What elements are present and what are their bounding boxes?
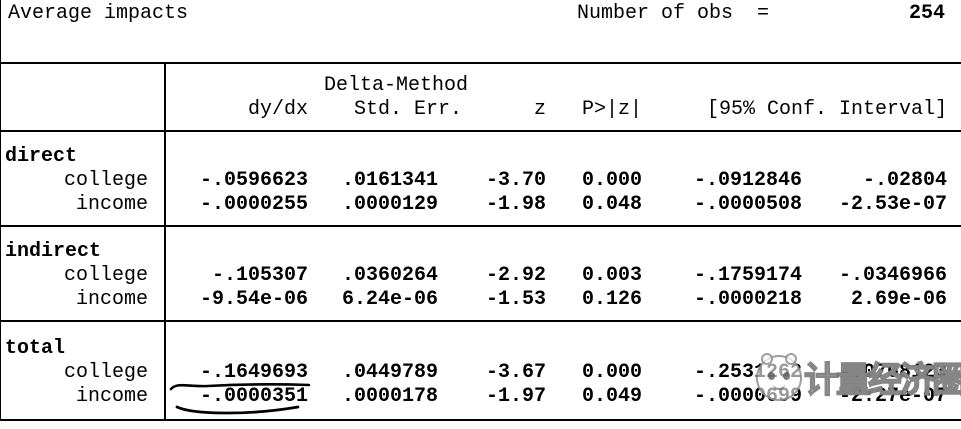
watermark: 计量经济圈 <box>756 352 961 403</box>
logo-eye <box>768 371 775 380</box>
table-row: income -.0000351 .0000178 -1.97 0.049 -.… <box>2 385 947 409</box>
p-value: 0.003 <box>581 264 642 287</box>
delta-method-header-row: Delta-Method <box>2 74 468 98</box>
ci-high-value: -2.27e-07 <box>838 385 947 408</box>
page-title: Average impacts <box>8 2 189 25</box>
dydx-value: -.1649693 <box>199 361 308 384</box>
ci-low-value: -.0000218 <box>693 288 802 311</box>
stderr-value: .0000129 <box>341 193 438 216</box>
p-value: 0.049 <box>581 385 642 408</box>
ci-high-value: 2.69e-06 <box>850 288 947 311</box>
stderr-value: .0000178 <box>341 385 438 408</box>
label-column-header <box>2 98 148 122</box>
section-header-total: total <box>2 337 162 361</box>
p-value: 0.126 <box>581 288 642 311</box>
p-value: 0.000 <box>581 361 642 384</box>
delta-method-label: Delta-Method <box>323 74 468 97</box>
column-header-row: dy/dx Std. Err. z P>|z| [95% Conf. Inter… <box>2 98 947 122</box>
table-row: income -.0000255 .0000129 -1.98 0.048 -.… <box>2 193 947 217</box>
ci-low-value: -.0000508 <box>693 193 802 216</box>
table-row: college -.0596623 .0161341 -3.70 0.000 -… <box>2 169 947 193</box>
dydx-value: -.0000255 <box>199 193 308 216</box>
stderr-value: .0360264 <box>341 264 438 287</box>
z-value: -1.97 <box>485 385 546 408</box>
obs-equals-sign: = <box>757 2 770 25</box>
section-name: total <box>5 337 66 360</box>
table-bottom-rule <box>0 419 961 421</box>
logo-mouth <box>773 384 785 390</box>
column-divider-rule <box>164 62 166 421</box>
z-value: -2.92 <box>485 264 546 287</box>
ci-high-value: -.0768123 <box>838 361 947 384</box>
col-header-z: z <box>533 98 546 121</box>
z-value: -1.53 <box>485 288 546 311</box>
ci-high-value: -.0346966 <box>838 264 947 287</box>
section-header-direct: direct <box>2 145 162 169</box>
obs-label: Number of obs <box>577 2 734 25</box>
ci-low-value: -.1759174 <box>693 264 802 287</box>
row-label: college <box>63 169 148 192</box>
dydx-value: -.0596623 <box>199 169 308 192</box>
table-top-rule <box>0 62 961 64</box>
logo-ear <box>761 352 773 365</box>
stderr-value: .0449789 <box>341 361 438 384</box>
watermark-panda-logo-icon <box>756 352 802 401</box>
col-header-p: P>|z| <box>581 98 642 121</box>
table-row: college -.105307 .0360264 -2.92 0.003 -.… <box>2 264 947 288</box>
stderr-value: 6.24e-06 <box>341 288 438 311</box>
dydx-value: -9.54e-06 <box>199 288 308 311</box>
col-header-conf-interval: [95% Conf. Interval] <box>706 98 947 121</box>
ci-high-value: -.02804 <box>862 169 947 192</box>
p-value: 0.000 <box>581 169 642 192</box>
section-name: indirect <box>5 240 102 263</box>
z-value: -1.98 <box>485 193 546 216</box>
dydx-value: -.0000351 <box>199 385 308 408</box>
p-value: 0.048 <box>581 193 642 216</box>
row-label: college <box>63 264 148 287</box>
z-value: -3.67 <box>485 361 546 384</box>
ci-low-value: -.0912846 <box>693 169 802 192</box>
row-label: college <box>63 361 148 384</box>
watermark-text: 计量经济圈 <box>803 360 961 402</box>
row-label: income <box>75 193 148 216</box>
header-bottom-rule <box>0 130 961 132</box>
table-row: income -9.54e-06 6.24e-06 -1.53 0.126 -.… <box>2 288 947 312</box>
z-value: -3.70 <box>485 169 546 192</box>
obs-value: 254 <box>908 2 945 25</box>
col-header-dydx: dy/dx <box>247 98 308 121</box>
ci-high-value: -2.53e-07 <box>838 193 947 216</box>
col-header-stderr: Std. Err. <box>353 98 462 121</box>
section-header-indirect: indirect <box>2 240 162 264</box>
dydx-value: -.105307 <box>211 264 308 287</box>
stderr-value: .0161341 <box>341 169 438 192</box>
left-border-line <box>0 0 1 421</box>
section-divider-rule-2 <box>0 320 961 322</box>
section-divider-rule-1 <box>0 225 961 227</box>
logo-eye <box>783 371 790 380</box>
logo-ear <box>785 352 797 365</box>
row-label: income <box>75 288 148 311</box>
section-name: direct <box>5 145 78 168</box>
row-label: income <box>75 385 148 408</box>
